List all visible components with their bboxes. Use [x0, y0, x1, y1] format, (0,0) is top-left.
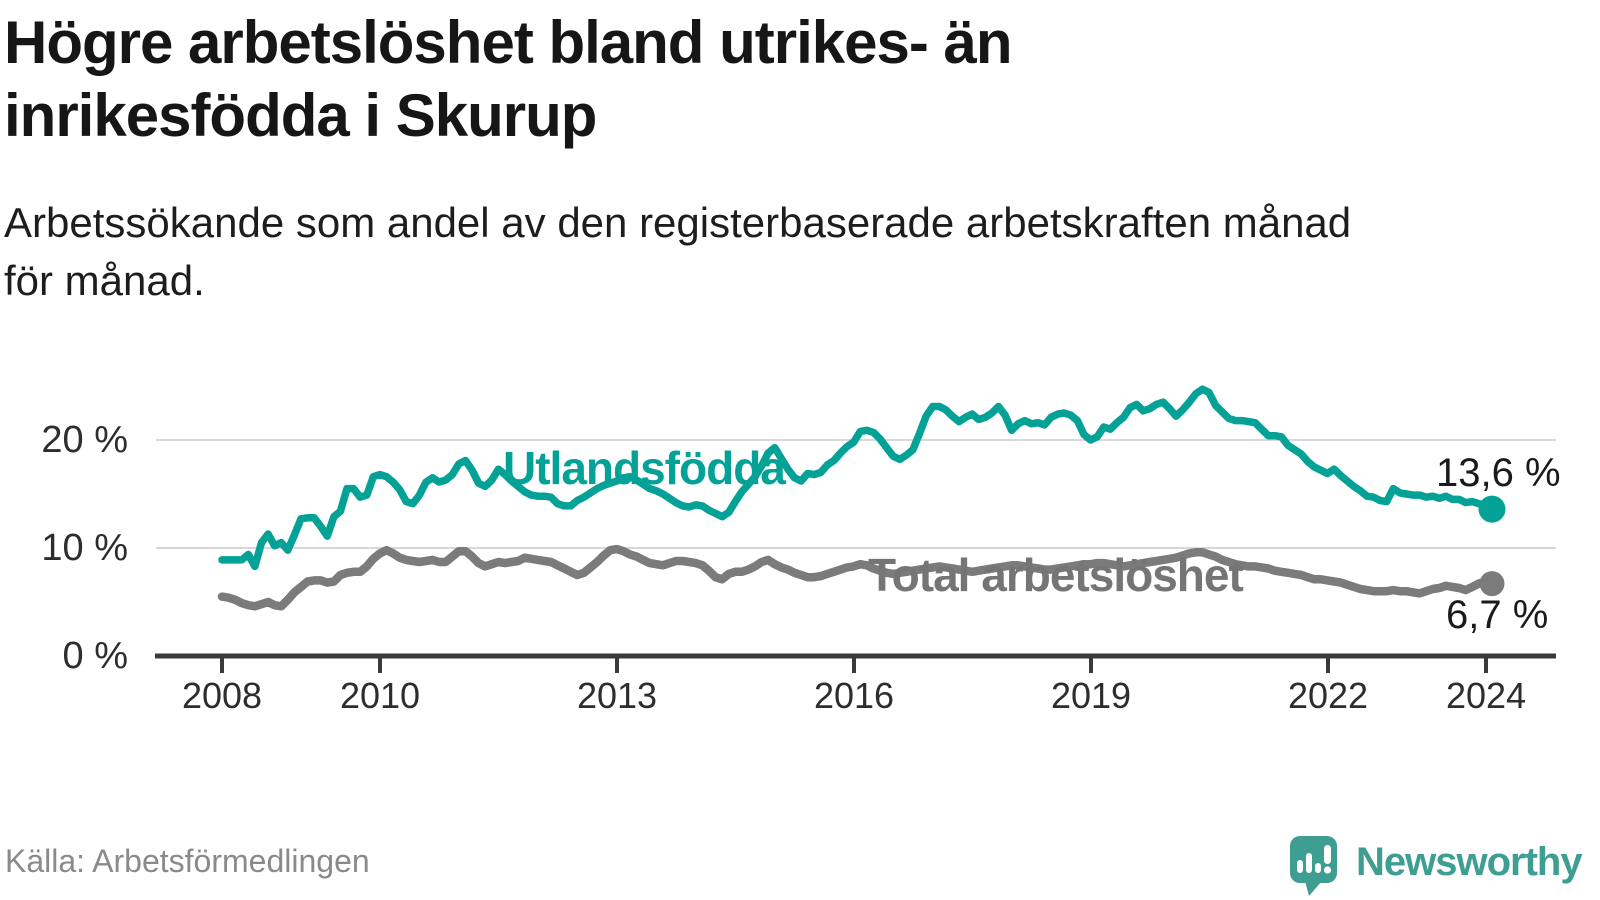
- end-dot-utlandsfodda: [1478, 495, 1506, 523]
- y-tick-label-10: 10 %: [41, 527, 128, 569]
- end-dot-total: [1479, 571, 1505, 597]
- page-title-line1: Högre arbetslöshet bland utrikes- än: [4, 9, 1013, 76]
- y-tick-label-0: 0 %: [62, 635, 128, 677]
- x-tick-label-2019: 2019: [1050, 675, 1132, 716]
- series-label-total-arbetsloshet: Total arbetslöshet: [868, 549, 1244, 601]
- page-subtitle-line1: Arbetssökande som andel av den registerb…: [4, 199, 1352, 246]
- x-tick-label-2013: 2013: [576, 675, 658, 716]
- x-tick-label-2016: 2016: [813, 675, 895, 716]
- page-subtitle: Arbetssökande som andel av den registerb…: [4, 194, 1351, 310]
- series-line-total: [217, 544, 1497, 611]
- end-value-label-utlandsfodda: 13,6 %: [1436, 451, 1561, 495]
- brand-logo: Newsworthy: [1290, 836, 1583, 900]
- page-title: Högre arbetslöshet bland utrikes- än inr…: [4, 6, 1013, 152]
- y-tick-label-20: 20 %: [41, 419, 128, 461]
- x-tick-label-2008: 2008: [181, 675, 263, 716]
- x-tick-label-2024: 2024: [1445, 675, 1527, 716]
- newsworthy-logo-icon: [1290, 836, 1337, 896]
- page-title-line2: inrikesfödda i Skurup: [4, 82, 597, 149]
- series-line-utlandsfodda: [218, 385, 1496, 571]
- source-note: Källa: Arbetsförmedlingen: [5, 843, 370, 879]
- x-tick-label-2022: 2022: [1287, 675, 1369, 716]
- end-value-label-total: 6,7 %: [1446, 593, 1549, 637]
- x-tick-label-2010: 2010: [339, 675, 421, 716]
- brand-name: Newsworthy: [1356, 840, 1583, 884]
- series-label-utlandsfodda: Utlandsfödda: [503, 442, 786, 494]
- page-subtitle-line2: för månad.: [4, 257, 205, 304]
